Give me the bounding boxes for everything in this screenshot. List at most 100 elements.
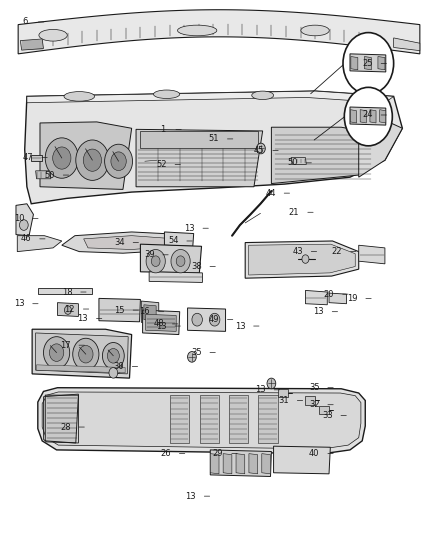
- Ellipse shape: [177, 25, 217, 36]
- Text: 30: 30: [113, 362, 124, 371]
- Text: 13: 13: [185, 491, 196, 500]
- Text: 16: 16: [139, 307, 150, 316]
- Polygon shape: [380, 110, 386, 123]
- Text: 49: 49: [208, 315, 219, 324]
- Polygon shape: [38, 288, 92, 294]
- Polygon shape: [62, 232, 193, 253]
- Text: 13: 13: [235, 321, 245, 330]
- Polygon shape: [187, 308, 226, 332]
- Circle shape: [151, 256, 160, 266]
- Polygon shape: [364, 56, 371, 70]
- Text: 6: 6: [22, 18, 28, 27]
- Polygon shape: [210, 454, 219, 474]
- Text: 13: 13: [14, 299, 25, 308]
- Circle shape: [302, 255, 309, 263]
- Polygon shape: [36, 365, 125, 373]
- Circle shape: [45, 138, 78, 178]
- Polygon shape: [27, 91, 394, 103]
- Text: 40: 40: [309, 449, 319, 458]
- Circle shape: [146, 249, 165, 273]
- Text: 38: 38: [191, 262, 201, 271]
- Text: 47: 47: [23, 153, 34, 162]
- Polygon shape: [20, 39, 43, 50]
- Text: 15: 15: [114, 305, 125, 314]
- Ellipse shape: [252, 91, 274, 100]
- Text: 12: 12: [64, 304, 75, 313]
- Polygon shape: [350, 54, 386, 72]
- Circle shape: [64, 306, 71, 314]
- Circle shape: [49, 344, 64, 361]
- Circle shape: [111, 152, 126, 171]
- Text: 21: 21: [289, 208, 299, 217]
- Polygon shape: [378, 56, 385, 70]
- Polygon shape: [350, 110, 357, 123]
- Polygon shape: [223, 454, 232, 474]
- Text: 10: 10: [14, 214, 24, 223]
- Text: 39: 39: [144, 251, 155, 260]
- Polygon shape: [32, 329, 132, 378]
- Polygon shape: [272, 127, 376, 183]
- Polygon shape: [329, 293, 346, 304]
- Polygon shape: [229, 395, 248, 443]
- Text: 33: 33: [322, 411, 332, 420]
- Circle shape: [79, 345, 93, 363]
- Polygon shape: [57, 303, 78, 317]
- Polygon shape: [258, 395, 278, 443]
- Polygon shape: [360, 110, 366, 123]
- Text: 32: 32: [309, 400, 319, 409]
- Text: 52: 52: [156, 160, 166, 169]
- Text: 46: 46: [21, 235, 32, 244]
- Circle shape: [176, 256, 185, 266]
- Text: 13: 13: [78, 314, 88, 323]
- Text: 19: 19: [347, 294, 357, 303]
- Circle shape: [257, 143, 265, 154]
- Ellipse shape: [64, 92, 95, 101]
- Polygon shape: [16, 204, 33, 236]
- Text: 13: 13: [313, 307, 324, 316]
- Text: 24: 24: [362, 110, 373, 119]
- Polygon shape: [350, 107, 386, 125]
- Polygon shape: [35, 333, 128, 374]
- Text: 54: 54: [168, 237, 178, 246]
- Polygon shape: [141, 244, 201, 273]
- Polygon shape: [45, 395, 78, 443]
- Circle shape: [344, 87, 392, 146]
- Text: 13: 13: [156, 321, 167, 330]
- Text: 35: 35: [191, 348, 201, 357]
- Circle shape: [267, 378, 276, 389]
- Text: 43: 43: [292, 247, 303, 256]
- Circle shape: [53, 147, 71, 169]
- Polygon shape: [351, 56, 358, 70]
- Text: 28: 28: [60, 423, 71, 432]
- Text: 34: 34: [114, 238, 125, 247]
- Text: 17: 17: [60, 341, 71, 350]
- Polygon shape: [305, 396, 315, 405]
- Text: 26: 26: [160, 449, 171, 458]
- Polygon shape: [278, 389, 288, 397]
- Text: 45: 45: [254, 146, 265, 155]
- Circle shape: [109, 368, 118, 378]
- Polygon shape: [394, 38, 420, 51]
- Circle shape: [102, 343, 124, 369]
- Polygon shape: [141, 131, 258, 149]
- Polygon shape: [200, 395, 219, 443]
- Polygon shape: [164, 232, 194, 246]
- Circle shape: [73, 338, 99, 370]
- Circle shape: [209, 313, 220, 326]
- Text: 13: 13: [184, 224, 194, 233]
- Polygon shape: [84, 236, 175, 249]
- Polygon shape: [42, 392, 361, 449]
- Polygon shape: [38, 387, 365, 454]
- Polygon shape: [146, 314, 176, 332]
- Text: 1: 1: [159, 125, 165, 134]
- Polygon shape: [31, 155, 42, 161]
- Polygon shape: [18, 10, 420, 54]
- Circle shape: [171, 249, 190, 273]
- Text: 18: 18: [62, 287, 72, 296]
- Ellipse shape: [153, 90, 180, 99]
- Text: 20: 20: [324, 289, 334, 298]
- Text: 51: 51: [208, 134, 219, 143]
- Polygon shape: [99, 298, 141, 322]
- Polygon shape: [40, 122, 132, 189]
- Polygon shape: [143, 310, 180, 335]
